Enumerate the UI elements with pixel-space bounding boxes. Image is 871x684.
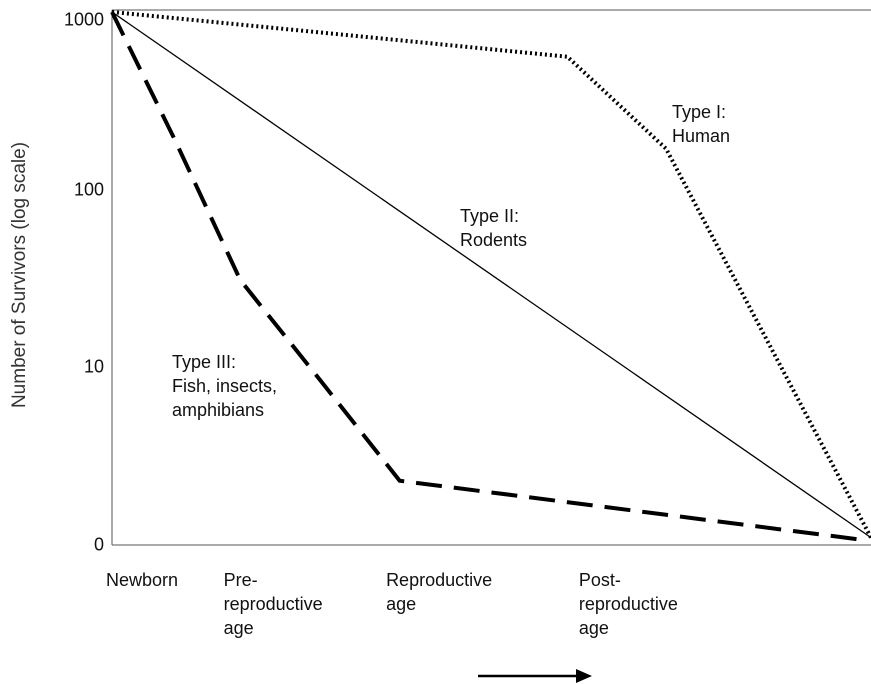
y-tick-label: 1000 <box>63 9 104 30</box>
x-tick-label: Reproductive age <box>386 570 493 614</box>
x-tick-label: Pre- reproductive age <box>223 570 323 638</box>
x-tick-label: Post- reproductive age <box>578 570 678 638</box>
x-tick-label: Newborn <box>106 570 179 590</box>
time-arrow <box>478 669 592 683</box>
y-tick-label: 10 <box>83 356 104 377</box>
curve-label: Type III: Fish, insects, amphibians <box>172 352 278 420</box>
y-axis-label: Number of Survivors (log scale) <box>9 141 30 409</box>
curve-label: Type I: Human <box>672 102 731 146</box>
y-tick-label: 0 <box>93 534 104 555</box>
y-tick-label: 100 <box>73 179 104 200</box>
survivorship-curve <box>110 11 863 542</box>
survivorship-curve <box>111 10 871 539</box>
curve-label: Type II: Rodents <box>460 206 528 250</box>
survivorship-curve <box>111 11 871 539</box>
